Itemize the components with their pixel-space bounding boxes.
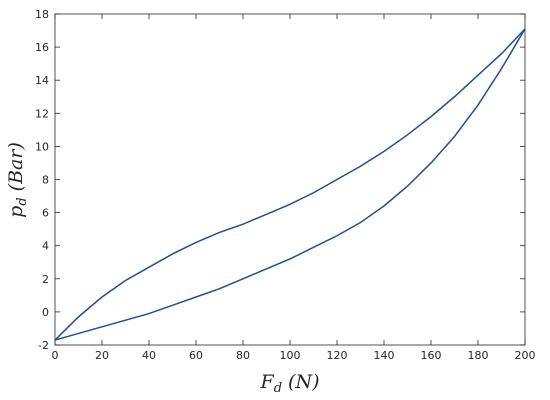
y-tick-label: 2 bbox=[42, 273, 49, 286]
y-tick-label: 12 bbox=[35, 107, 49, 120]
y-label-unit: (Bar) bbox=[5, 142, 27, 191]
y-label-symbol: p bbox=[5, 206, 27, 218]
plot-frame bbox=[54, 13, 526, 346]
x-tick-label: 100 bbox=[280, 349, 301, 362]
x-tick-label: 120 bbox=[327, 349, 348, 362]
x-tick-label: 200 bbox=[515, 349, 536, 362]
x-tick-label: 80 bbox=[236, 349, 250, 362]
line bbox=[54, 28, 526, 341]
y-tick-label: 4 bbox=[42, 240, 49, 253]
x-tick-label: 20 bbox=[95, 349, 109, 362]
x-label-subscript: d bbox=[274, 381, 282, 396]
y-tick-label: 0 bbox=[42, 306, 49, 319]
y-tick-label: 10 bbox=[35, 140, 49, 153]
y-tick-label: 18 bbox=[35, 8, 49, 21]
y-tick-label: 6 bbox=[42, 207, 49, 220]
y-tick-label: 16 bbox=[35, 41, 49, 54]
x-tick-label: 60 bbox=[189, 349, 203, 362]
y-tick-label: -2 bbox=[38, 339, 49, 352]
x-tick-label: 140 bbox=[374, 349, 395, 362]
y-label-subscript: d bbox=[15, 197, 30, 205]
x-tick-label: 160 bbox=[421, 349, 442, 362]
x-label-unit: (N) bbox=[288, 371, 319, 393]
y-tick-label: 8 bbox=[42, 174, 49, 187]
y-tick-label: 14 bbox=[35, 74, 49, 87]
x-tick-label: 40 bbox=[142, 349, 156, 362]
y-axis-label: pd (Bar) bbox=[5, 142, 30, 218]
x-tick-label: 180 bbox=[468, 349, 489, 362]
x-axis-label: Fd (N) bbox=[260, 371, 320, 396]
x-label-symbol: F bbox=[260, 371, 275, 393]
x-tick-label: 0 bbox=[52, 349, 59, 362]
line bbox=[54, 28, 526, 341]
